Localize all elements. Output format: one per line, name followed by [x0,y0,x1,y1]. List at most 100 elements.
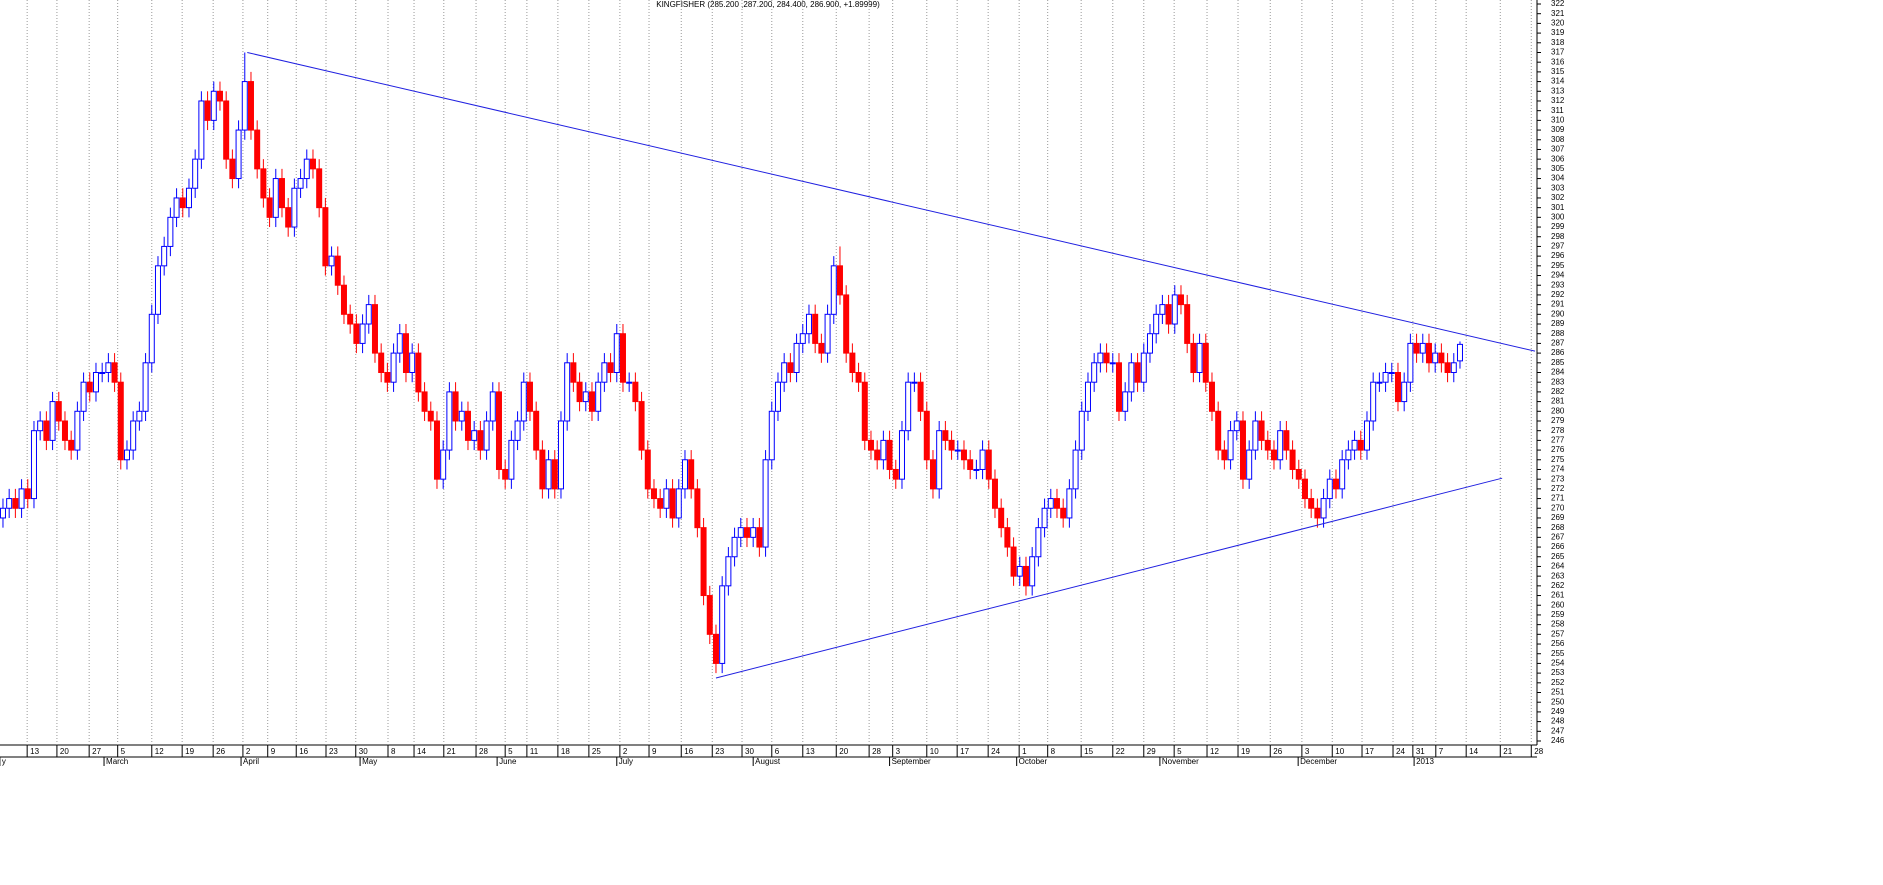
y-tick-label: 288 [1551,329,1565,338]
candle-body [1122,391,1129,412]
candle-body [582,391,589,403]
x-tick-label: 29 [1147,747,1156,756]
y-tick-label: 304 [1551,174,1565,183]
candle-body [204,100,211,121]
candle-body [688,459,695,490]
candle-body [1239,420,1246,480]
candle-body [1432,352,1439,364]
candle-body [1134,362,1141,383]
candle-body [247,81,254,131]
x-tick-label: 11 [530,747,539,756]
month-label: October [1019,757,1048,766]
x-tick-label: 14 [417,747,426,756]
candle-body [1264,439,1271,451]
candle-body [1221,449,1228,461]
candle-body [74,410,81,451]
candle-body [502,468,509,480]
y-tick-label: 297 [1551,242,1565,251]
candle-body [843,294,850,354]
y-tick-label: 261 [1551,591,1565,600]
candle-body [229,158,236,180]
candle-body [1016,565,1023,577]
candle-body [1010,546,1017,577]
y-tick-label: 282 [1551,387,1565,396]
candle-body [421,391,428,412]
candle-body [892,468,899,480]
month-label: y [2,757,6,766]
candle-body [117,381,124,461]
candle-body [985,449,992,480]
candle-body [390,352,397,383]
candle-body [1444,362,1451,374]
candle-body [371,304,378,354]
x-tick-label: 5 [1177,747,1182,756]
candle-body [1060,507,1067,519]
candle-body [254,129,261,170]
candle-body [607,362,614,374]
x-tick-label: 23 [329,747,338,756]
candle-body [1388,372,1395,374]
candle-body [805,313,812,335]
x-tick-label: 1 [1022,747,1027,756]
candle-body [619,333,626,383]
x-tick-label: 8 [391,747,396,756]
candle-body [1326,478,1333,500]
candle-body [359,323,366,344]
candle-body [216,90,223,102]
y-tick-label: 275 [1551,455,1565,464]
candle-body [1413,342,1420,354]
y-tick-label: 306 [1551,154,1565,163]
candle-body [1097,352,1104,364]
candle-body [1115,362,1122,412]
candle-body [1246,449,1253,480]
month-label: March [106,757,128,766]
candle-body [836,265,843,296]
candle-body [440,449,447,480]
candle-body [1215,410,1222,451]
candle-body [595,381,602,412]
candle-body [291,187,298,228]
candle-body [675,488,682,519]
candle-body [1357,439,1364,451]
candle-body [1252,420,1259,451]
candle-body [1233,420,1240,432]
candle-body [781,362,788,383]
x-tick-label: 20 [839,747,848,756]
candle-body [508,439,515,480]
candle-body [644,449,651,490]
candle-body [446,391,453,451]
candle-body [223,100,230,160]
y-tick-label: 246 [1551,736,1565,745]
y-tick-label: 315 [1551,67,1565,76]
candle-body [24,488,31,500]
y-tick-label: 313 [1551,86,1565,95]
candle-body [61,420,68,441]
candle-body [136,410,143,422]
y-tick-label: 278 [1551,426,1565,435]
candle-body [402,333,409,374]
candle-body [731,536,738,558]
candle-body [471,430,478,441]
y-tick-label: 305 [1551,164,1565,173]
candle-body [911,381,918,384]
candle-body [12,498,19,509]
candle-body [328,255,335,267]
candle-body [6,498,13,509]
candle-body [905,381,912,432]
candle-body [886,439,893,470]
y-tick-label: 292 [1551,290,1565,299]
y-tick-label: 265 [1551,552,1565,561]
candle-body [533,410,540,451]
month-label: July [619,757,633,766]
candle-body [719,585,726,664]
candle-body [1351,439,1358,451]
y-tick-label: 316 [1551,57,1565,66]
candle-body [235,129,242,180]
y-tick-label: 311 [1551,106,1564,115]
trend-line [715,477,1503,679]
candle-body [365,304,372,325]
candle-body [1339,459,1346,490]
candle-body [154,265,161,315]
candle-body [750,527,757,538]
